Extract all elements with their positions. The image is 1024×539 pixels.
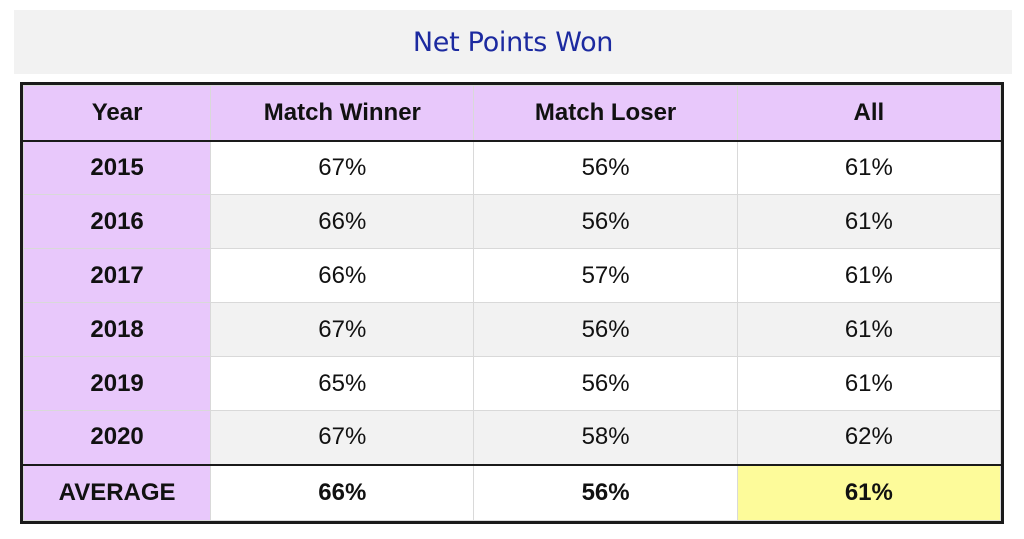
table-row: 2017 66% 57% 61% [22,248,1002,303]
net-points-table: Year Match Winner Match Loser All 2015 6… [22,85,1002,521]
match-loser-cell: 56% [473,140,738,195]
all-cell: 61% [736,356,1002,411]
table-row: 2020 67% 58% 62% [22,410,1002,465]
year-cell: 2017 [22,248,212,303]
header-all: All [736,85,1002,142]
title-bar: Net Points Won [14,10,1012,74]
average-label: AVERAGE [22,463,212,521]
match-winner-cell: 66% [210,194,475,249]
match-loser-cell: 56% [473,356,738,411]
header-year: Year [22,85,212,142]
match-winner-cell: 67% [210,302,475,357]
average-match-winner: 66% [210,463,475,521]
table-row: 2018 67% 56% 61% [22,302,1002,357]
all-cell: 61% [736,194,1002,249]
match-loser-cell: 57% [473,248,738,303]
year-cell: 2018 [22,302,212,357]
table-row: 2015 67% 56% 61% [22,140,1002,195]
year-cell: 2019 [22,356,212,411]
year-cell: 2016 [22,194,212,249]
all-cell: 62% [736,410,1002,465]
all-cell: 61% [736,302,1002,357]
average-match-loser: 56% [473,463,738,521]
match-winner-cell: 66% [210,248,475,303]
match-loser-cell: 58% [473,410,738,465]
match-winner-cell: 67% [210,410,475,465]
header-match-winner: Match Winner [210,85,475,142]
all-cell: 61% [736,140,1002,195]
match-loser-cell: 56% [473,302,738,357]
match-loser-cell: 56% [473,194,738,249]
table-header-row: Year Match Winner Match Loser All [22,85,1002,142]
average-row: AVERAGE 66% 56% 61% [22,463,1002,521]
table-row: 2019 65% 56% 61% [22,356,1002,411]
year-cell: 2015 [22,140,212,195]
all-cell: 61% [736,248,1002,303]
table-row: 2016 66% 56% 61% [22,194,1002,249]
stats-table-container: Year Match Winner Match Loser All 2015 6… [20,82,1004,524]
year-cell: 2020 [22,410,212,465]
average-all-highlighted: 61% [736,463,1002,521]
match-winner-cell: 67% [210,140,475,195]
match-winner-cell: 65% [210,356,475,411]
page-title: Net Points Won [412,26,614,58]
header-match-loser: Match Loser [473,85,738,142]
